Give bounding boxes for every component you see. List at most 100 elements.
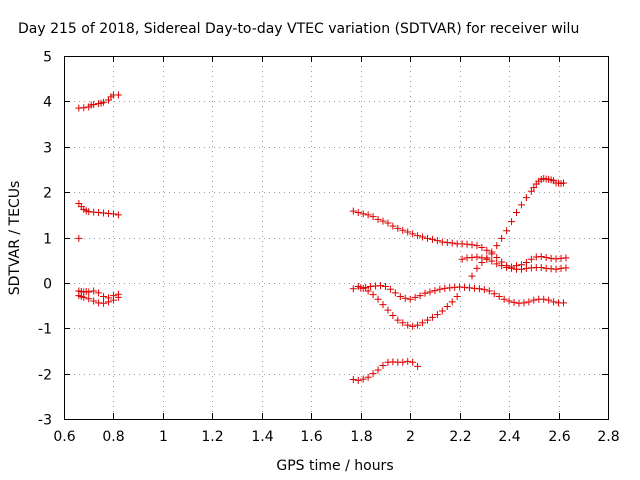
x-tick-label: 2.4: [498, 429, 520, 445]
data-point: [394, 224, 402, 232]
data-point: [559, 299, 567, 307]
series-s3: [75, 234, 83, 242]
data-point: [527, 255, 535, 263]
y-axis-label: SDTVAR / TECUs: [7, 181, 23, 296]
data-point: [542, 253, 550, 261]
series-s7: [349, 282, 567, 307]
data-point: [409, 358, 417, 366]
data-point: [559, 179, 567, 187]
series-s1: [75, 91, 122, 112]
data-point: [530, 184, 538, 192]
data-point: [525, 298, 533, 306]
data-point: [404, 321, 412, 329]
data-point: [537, 263, 545, 271]
data-point: [80, 293, 88, 301]
data-point: [105, 298, 113, 306]
data-point: [421, 289, 429, 297]
x-tick-label: 1.2: [201, 429, 223, 445]
x-axis-label: GPS time / hours: [276, 458, 393, 474]
data-point: [545, 296, 553, 304]
data-point: [100, 98, 108, 106]
data-point: [414, 232, 422, 240]
x-tick-label: 0.8: [102, 429, 124, 445]
data-point: [480, 286, 488, 294]
data-point: [354, 283, 362, 291]
data-point: [478, 243, 486, 251]
data-point: [485, 287, 493, 295]
data-point: [369, 291, 377, 299]
data-point: [374, 366, 382, 374]
x-tick-label: 1: [159, 429, 168, 445]
y-tick-label: 3: [43, 141, 52, 157]
data-point: [423, 234, 431, 242]
data-point: [364, 211, 372, 219]
data-point: [399, 358, 407, 366]
data-point: [377, 282, 385, 290]
data-point: [90, 101, 98, 109]
data-point: [475, 285, 483, 293]
data-point: [369, 370, 377, 378]
data-point: [114, 211, 122, 219]
data-point: [513, 262, 521, 270]
data-point: [562, 264, 570, 272]
data-point: [404, 228, 412, 236]
data-point: [396, 292, 404, 300]
data-points: [75, 91, 570, 384]
data-point: [550, 298, 558, 306]
data-point: [522, 258, 530, 266]
data-point: [495, 292, 503, 300]
data-point: [552, 265, 560, 273]
data-point: [517, 261, 525, 269]
y-tick-label: -3: [38, 413, 52, 429]
data-point: [374, 215, 382, 223]
data-point: [510, 298, 518, 306]
data-point: [399, 226, 407, 234]
data-point: [389, 222, 397, 230]
y-tick-label: -1: [38, 322, 52, 338]
series-s2: [75, 199, 122, 219]
data-point: [381, 283, 389, 291]
data-point: [359, 284, 367, 292]
data-point: [483, 254, 491, 262]
data-point: [384, 219, 392, 227]
axes: [64, 56, 609, 420]
data-point: [354, 376, 362, 384]
data-point: [85, 288, 93, 296]
data-point: [490, 290, 498, 298]
data-point: [100, 292, 108, 300]
data-point: [438, 307, 446, 315]
data-point: [488, 248, 496, 256]
data-point: [473, 253, 481, 261]
data-point: [85, 295, 93, 303]
data-point: [414, 362, 422, 370]
data-point: [488, 257, 496, 265]
data-point: [364, 287, 372, 295]
data-point: [109, 210, 117, 218]
x-tick-label: 2.2: [449, 429, 471, 445]
data-point: [109, 296, 117, 304]
data-point: [493, 260, 501, 268]
data-point: [508, 263, 516, 271]
data-point: [386, 285, 394, 293]
data-point: [414, 321, 422, 329]
data-point: [493, 242, 501, 250]
data-point: [100, 299, 108, 307]
plot-frame: [64, 56, 609, 420]
data-point: [431, 287, 439, 295]
data-point: [404, 357, 412, 365]
data-point: [540, 295, 548, 303]
data-point: [359, 375, 367, 383]
data-point: [498, 234, 506, 242]
series-s8: [354, 283, 461, 330]
data-point: [95, 289, 103, 297]
data-point: [537, 253, 545, 261]
data-point: [416, 292, 424, 300]
data-point: [453, 292, 461, 300]
series-s4: [75, 287, 122, 302]
y-tick-label: 4: [43, 95, 52, 111]
data-point: [114, 91, 122, 99]
data-point: [406, 295, 414, 303]
data-point: [411, 293, 419, 301]
data-point: [426, 288, 434, 296]
